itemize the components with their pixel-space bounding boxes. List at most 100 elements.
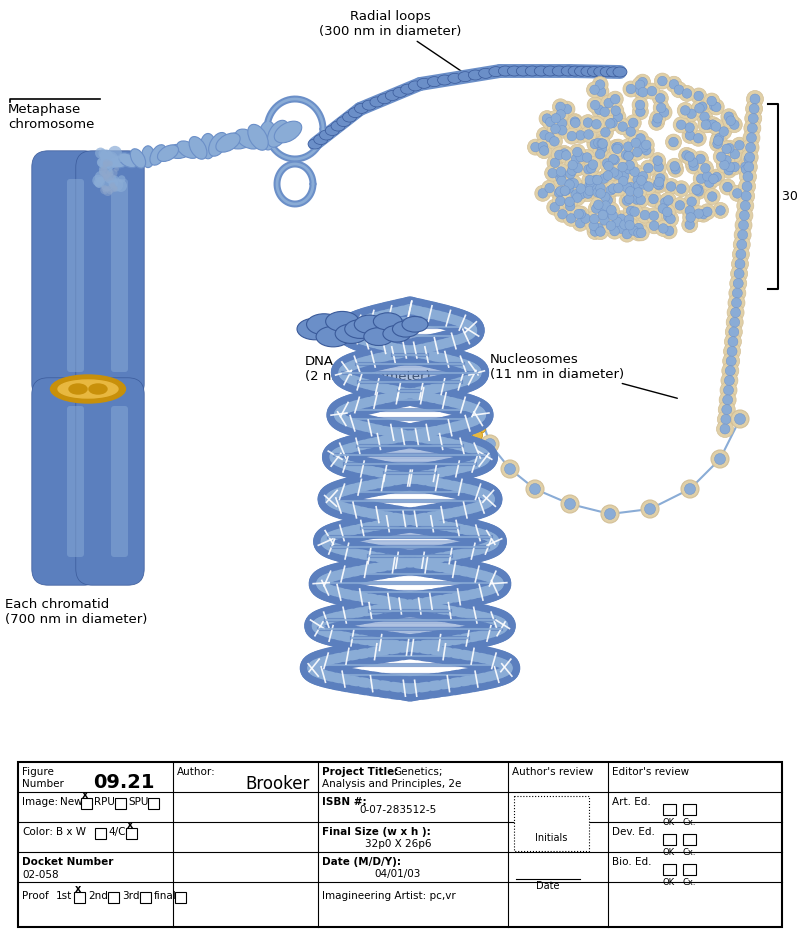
Circle shape <box>582 153 592 163</box>
Circle shape <box>597 213 613 229</box>
Circle shape <box>599 174 609 184</box>
Circle shape <box>638 78 647 88</box>
Circle shape <box>674 86 684 95</box>
Circle shape <box>621 149 637 165</box>
Ellipse shape <box>69 385 87 394</box>
Circle shape <box>622 230 632 240</box>
Circle shape <box>718 411 734 428</box>
Circle shape <box>598 207 608 216</box>
Text: Color:: Color: <box>22 826 53 836</box>
Bar <box>558 804 574 818</box>
Circle shape <box>598 125 614 141</box>
Circle shape <box>474 409 486 420</box>
Circle shape <box>736 250 746 260</box>
Circle shape <box>555 197 565 207</box>
Circle shape <box>107 172 113 178</box>
Circle shape <box>744 155 754 165</box>
Circle shape <box>564 129 580 145</box>
Circle shape <box>567 116 583 131</box>
Circle shape <box>594 201 603 210</box>
Circle shape <box>705 117 721 133</box>
Circle shape <box>546 118 555 128</box>
Circle shape <box>689 162 698 171</box>
Circle shape <box>552 194 568 209</box>
Circle shape <box>720 425 730 434</box>
Circle shape <box>616 169 632 186</box>
Circle shape <box>476 424 486 434</box>
Circle shape <box>635 81 645 90</box>
Circle shape <box>622 184 638 200</box>
Circle shape <box>608 211 618 221</box>
Ellipse shape <box>326 312 359 332</box>
Circle shape <box>593 188 602 198</box>
Circle shape <box>718 153 734 169</box>
Circle shape <box>539 147 549 156</box>
Circle shape <box>699 169 715 185</box>
Circle shape <box>709 169 725 186</box>
Ellipse shape <box>562 67 575 77</box>
Circle shape <box>585 157 601 173</box>
Ellipse shape <box>308 140 322 149</box>
Ellipse shape <box>58 381 118 399</box>
Circle shape <box>596 189 606 199</box>
Circle shape <box>664 227 674 236</box>
Ellipse shape <box>166 146 190 159</box>
Circle shape <box>585 176 594 186</box>
Circle shape <box>556 188 566 197</box>
Circle shape <box>672 198 688 214</box>
Circle shape <box>655 94 665 104</box>
Ellipse shape <box>489 68 503 77</box>
Circle shape <box>653 114 662 124</box>
Circle shape <box>618 148 634 164</box>
Circle shape <box>628 136 644 151</box>
Ellipse shape <box>248 126 268 151</box>
Circle shape <box>724 167 734 176</box>
Circle shape <box>538 143 548 152</box>
Circle shape <box>726 118 742 133</box>
Circle shape <box>586 180 596 189</box>
Circle shape <box>693 171 709 188</box>
Circle shape <box>100 150 113 164</box>
Circle shape <box>676 121 686 130</box>
Circle shape <box>592 77 608 93</box>
Circle shape <box>621 149 637 165</box>
Ellipse shape <box>417 79 431 89</box>
Circle shape <box>636 140 652 156</box>
Circle shape <box>682 149 698 166</box>
Circle shape <box>581 162 597 178</box>
Circle shape <box>588 161 598 170</box>
Circle shape <box>726 357 736 367</box>
Text: Imagineering Artist: pc,vr: Imagineering Artist: pc,vr <box>322 890 456 900</box>
Circle shape <box>629 192 645 208</box>
Circle shape <box>633 149 642 158</box>
Circle shape <box>742 182 752 192</box>
Circle shape <box>110 161 116 168</box>
Circle shape <box>666 77 682 93</box>
Circle shape <box>739 169 757 186</box>
Circle shape <box>612 218 622 228</box>
Circle shape <box>650 160 666 176</box>
Circle shape <box>557 177 566 187</box>
Text: Proof: Proof <box>22 890 49 900</box>
Circle shape <box>669 80 678 89</box>
Circle shape <box>635 85 651 101</box>
Text: New: New <box>60 796 82 806</box>
Circle shape <box>562 106 572 115</box>
Text: 4/C: 4/C <box>108 826 126 836</box>
Circle shape <box>734 279 743 289</box>
FancyBboxPatch shape <box>32 378 100 585</box>
Circle shape <box>722 160 738 176</box>
Circle shape <box>626 207 636 216</box>
Circle shape <box>745 110 762 128</box>
Ellipse shape <box>335 325 367 344</box>
Ellipse shape <box>408 82 422 91</box>
Ellipse shape <box>362 101 376 111</box>
Circle shape <box>559 149 569 159</box>
Circle shape <box>590 186 606 201</box>
FancyBboxPatch shape <box>32 151 100 401</box>
Circle shape <box>694 188 703 197</box>
Text: Author's review: Author's review <box>512 766 594 776</box>
Circle shape <box>701 165 710 174</box>
Circle shape <box>590 215 599 225</box>
Circle shape <box>730 308 741 318</box>
